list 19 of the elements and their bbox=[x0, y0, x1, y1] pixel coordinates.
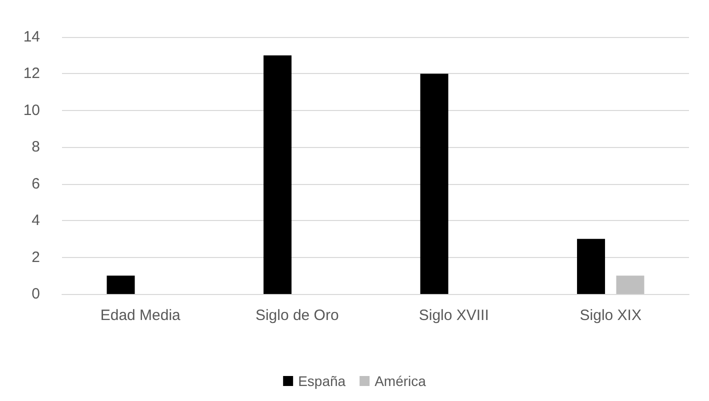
y-tick-label: 12 bbox=[23, 65, 40, 82]
x-tick-label: Siglo XVIII bbox=[418, 307, 489, 324]
y-tick-label: 10 bbox=[23, 102, 40, 119]
legend-label: América bbox=[374, 373, 426, 389]
bar bbox=[264, 55, 292, 294]
x-tick-label: Siglo XIX bbox=[580, 307, 642, 324]
y-tick-label: 0 bbox=[32, 286, 40, 302]
x-tick-label: Siglo de Oro bbox=[255, 307, 339, 324]
bar bbox=[106, 276, 135, 294]
y-tick-label: 4 bbox=[32, 212, 40, 230]
legend-label: España bbox=[298, 373, 346, 389]
y-tick-label: 14 bbox=[23, 28, 40, 46]
y-tick-label: 8 bbox=[32, 138, 40, 156]
x-tick-label: Edad Media bbox=[100, 307, 182, 324]
y-tick-label: 6 bbox=[32, 175, 40, 192]
y-tick-label: 2 bbox=[32, 248, 40, 266]
bar bbox=[420, 74, 448, 294]
bar bbox=[616, 276, 644, 294]
bar bbox=[577, 238, 606, 294]
